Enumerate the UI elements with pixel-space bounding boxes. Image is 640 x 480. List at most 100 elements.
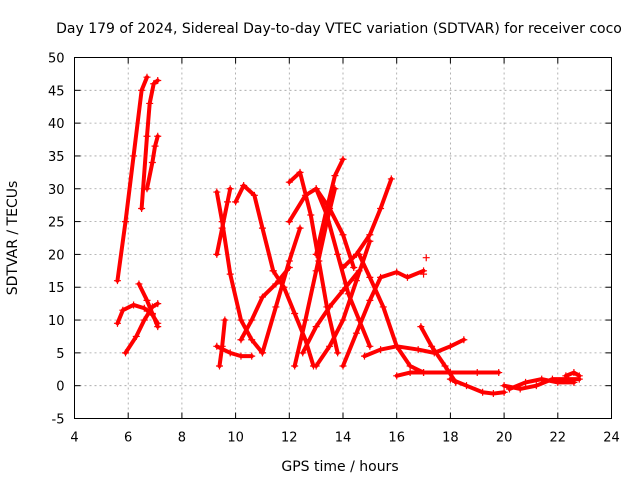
data-point <box>213 188 221 196</box>
x-tick-label: 18 <box>442 431 459 446</box>
data-point <box>218 224 226 232</box>
data-point <box>570 369 578 377</box>
data-point <box>143 185 151 193</box>
data-point <box>406 362 414 370</box>
data-point <box>428 342 436 350</box>
data-point <box>403 273 411 281</box>
data-point <box>285 218 293 226</box>
data-point <box>479 388 487 396</box>
data-point <box>291 309 299 317</box>
data-point <box>312 267 320 275</box>
data-point <box>285 178 293 186</box>
series-trace <box>362 337 466 359</box>
series-pass-02 <box>138 76 162 212</box>
series-pass-01 <box>113 73 151 285</box>
data-point <box>132 332 140 340</box>
data-point <box>323 204 331 212</box>
y-tick-label: 5 <box>56 347 64 362</box>
series-pass-04 <box>122 300 162 357</box>
data-point <box>122 218 130 226</box>
data-point <box>291 362 299 370</box>
y-tick-label: 15 <box>48 281 65 296</box>
data-point <box>226 185 234 193</box>
x-axis-label: GPS time / hours <box>281 459 398 475</box>
data-point <box>221 316 229 324</box>
data-point <box>269 267 277 275</box>
series-pass-10 <box>213 342 256 360</box>
x-tick-label: 20 <box>496 431 513 446</box>
data-point <box>500 382 508 390</box>
series-pass-19 <box>312 155 347 258</box>
data-point <box>366 231 374 239</box>
x-tick-label: 22 <box>550 431 567 446</box>
data-point <box>489 390 497 398</box>
data-point <box>135 280 143 288</box>
data-point <box>406 369 414 377</box>
data-point <box>420 270 428 278</box>
data-point <box>258 224 266 232</box>
data-point <box>143 296 151 304</box>
data-point <box>248 336 256 344</box>
y-tick-label: 40 <box>48 117 65 132</box>
data-point <box>119 306 127 314</box>
data-point <box>446 375 454 383</box>
series-pass-21 <box>312 237 374 370</box>
data-point <box>130 152 138 160</box>
data-point <box>312 250 320 258</box>
series-pass-08 <box>213 185 234 258</box>
data-point <box>570 378 578 386</box>
data-point <box>272 303 280 311</box>
data-point <box>360 352 368 360</box>
data-point <box>224 198 232 206</box>
data-point <box>422 254 430 262</box>
y-axis-label: SDTVAR / TECUs <box>5 181 21 296</box>
data-point <box>334 349 342 357</box>
data-point <box>237 352 245 360</box>
y-tick-label: -5 <box>52 413 65 428</box>
data-point <box>366 273 374 281</box>
data-point <box>377 346 385 354</box>
data-point <box>138 86 146 94</box>
y-tick-label: 50 <box>48 52 65 67</box>
y-tick-label: 0 <box>56 380 64 395</box>
data-point <box>232 198 240 206</box>
series-pass-28 <box>446 375 508 398</box>
data-layer <box>113 73 583 398</box>
data-point <box>154 76 162 84</box>
data-point <box>441 362 449 370</box>
data-point <box>538 375 546 383</box>
data-point <box>500 388 508 396</box>
series-pass-24 <box>339 267 428 370</box>
series-trace <box>418 324 458 385</box>
series-pass-22 <box>339 175 395 272</box>
data-point <box>154 132 162 140</box>
data-point <box>248 316 256 324</box>
series-trace <box>287 170 340 355</box>
data-point <box>366 296 374 304</box>
data-point <box>414 346 422 354</box>
data-point <box>301 316 309 324</box>
data-point <box>339 287 347 295</box>
series-pass-06 <box>143 132 162 193</box>
data-point <box>393 268 401 276</box>
data-point <box>138 204 146 212</box>
series-pass-20 <box>299 267 363 357</box>
data-point <box>562 372 570 380</box>
data-point <box>113 277 121 285</box>
data-point <box>215 362 223 370</box>
data-point <box>312 185 320 193</box>
data-point <box>350 264 358 272</box>
data-point <box>150 80 158 88</box>
data-point <box>250 191 258 199</box>
series-trace <box>214 186 233 257</box>
data-point <box>379 303 387 311</box>
data-point <box>301 191 309 199</box>
data-point <box>352 277 360 285</box>
data-point <box>299 349 307 357</box>
series-trace <box>448 377 507 396</box>
data-point <box>393 372 401 380</box>
series-pass-33 <box>420 270 428 278</box>
x-tick-label: 12 <box>281 431 298 446</box>
data-point <box>460 336 468 344</box>
